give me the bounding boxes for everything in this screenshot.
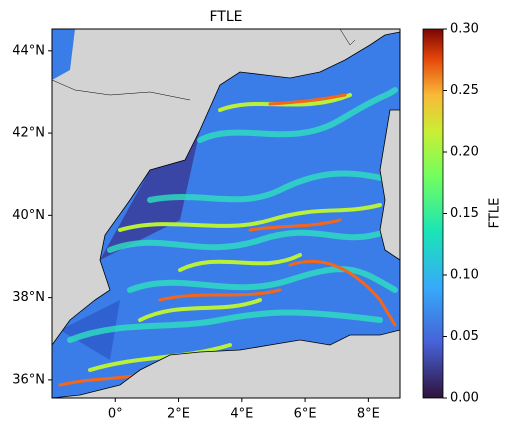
colorbar-tick-label: 0.25 bbox=[450, 83, 479, 98]
colorbar-tick-label: 0.15 bbox=[450, 206, 479, 221]
y-tick-label: 44°N bbox=[12, 43, 45, 58]
y-tick-label: 40°N bbox=[12, 208, 45, 223]
colorbar-tick-label: 0.30 bbox=[450, 22, 479, 37]
x-tick-label: 2°E bbox=[167, 407, 190, 422]
y-tick-label: 38°N bbox=[12, 290, 45, 305]
map-title: FTLE bbox=[209, 9, 242, 25]
colorbar-label: FTLE bbox=[488, 198, 503, 229]
map-frame bbox=[51, 28, 401, 399]
x-tick-label: 0° bbox=[108, 407, 123, 422]
colorbar-tick-label: 0.20 bbox=[450, 145, 479, 160]
colorbar-tick-label: 0.10 bbox=[450, 268, 479, 283]
x-tick-label: 4°E bbox=[230, 407, 253, 422]
coastline bbox=[51, 31, 401, 399]
x-tick-label: 6°E bbox=[294, 407, 317, 422]
colorbar-tick-label: 0.00 bbox=[450, 391, 479, 406]
colorbar-tick-label: 0.05 bbox=[450, 329, 479, 344]
y-tick-label: 42°N bbox=[12, 126, 45, 141]
colorbar bbox=[422, 28, 444, 399]
borders bbox=[51, 28, 356, 101]
x-tick-label: 8°E bbox=[357, 407, 380, 422]
y-tick-label: 36°N bbox=[12, 372, 45, 387]
